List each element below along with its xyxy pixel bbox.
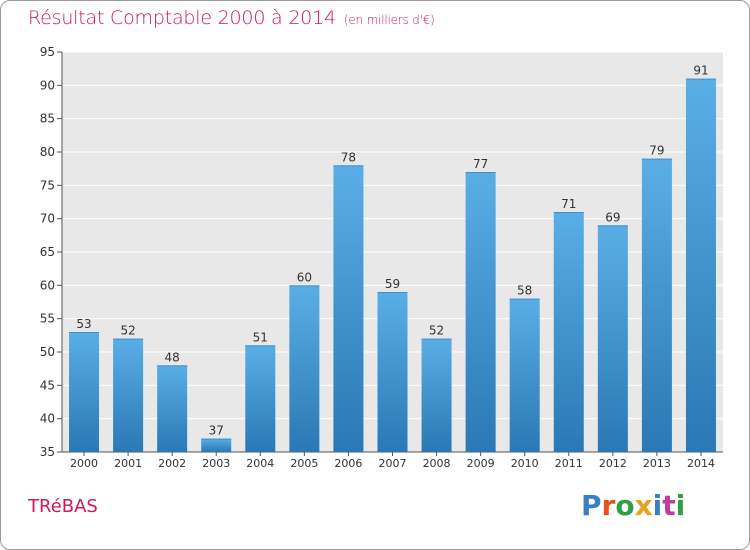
- x-tick-label: 2007: [379, 457, 407, 470]
- y-tick-label: 90: [40, 78, 55, 92]
- y-tick-label: 95: [40, 45, 55, 59]
- data-label: 53: [76, 317, 91, 331]
- x-tick-label: 2000: [70, 457, 98, 470]
- y-tick-label: 65: [40, 245, 55, 259]
- logo-letter: i: [675, 489, 686, 522]
- data-label: 51: [253, 330, 268, 344]
- x-tick-label: 2014: [687, 457, 715, 470]
- y-tick-label: 60: [40, 278, 55, 292]
- logo-letter: t: [662, 489, 676, 522]
- logo-letter: r: [601, 489, 616, 522]
- logo-letter: i: [652, 489, 663, 522]
- bar: [201, 438, 232, 452]
- bar: [685, 78, 716, 453]
- x-tick-label: 2013: [643, 457, 671, 470]
- bar: [553, 212, 584, 452]
- x-tick-label: 2009: [467, 457, 495, 470]
- bar: [157, 365, 188, 452]
- data-label: 69: [605, 210, 620, 224]
- bar: [333, 165, 364, 453]
- y-tick-label: 75: [40, 178, 55, 192]
- data-label: 79: [649, 144, 664, 158]
- x-tick-label: 2001: [114, 457, 142, 470]
- data-label: 37: [209, 424, 224, 438]
- y-tick-label: 40: [40, 412, 55, 426]
- y-tick-label: 80: [40, 145, 55, 159]
- data-label: 77: [473, 157, 488, 171]
- bar: [421, 338, 452, 452]
- x-tick-label: 2011: [555, 457, 583, 470]
- y-tick-label: 70: [40, 212, 55, 226]
- proxiti-logo: Proxiti: [581, 489, 685, 522]
- x-tick-label: 2012: [599, 457, 627, 470]
- chart-title-text: Résultat Comptable 2000 à 2014: [28, 7, 336, 29]
- bar: [597, 225, 628, 452]
- chart-title: Résultat Comptable 2000 à 2014 (en millie…: [28, 7, 435, 29]
- chart-unit: (en milliers d'€): [343, 13, 435, 27]
- x-tick-label: 2008: [423, 457, 451, 470]
- x-tick-label: 2006: [334, 457, 362, 470]
- data-label: 91: [693, 64, 708, 78]
- data-label: 58: [517, 284, 532, 298]
- y-tick-label: 55: [40, 312, 55, 326]
- x-tick-label: 2002: [158, 457, 186, 470]
- y-tick-label: 35: [40, 445, 55, 459]
- data-label: 48: [165, 350, 180, 364]
- bar: [69, 332, 100, 452]
- bar: [641, 158, 672, 452]
- commune-name: TRéBAS: [28, 496, 98, 517]
- logo-letter: o: [615, 489, 635, 522]
- data-label: 60: [297, 270, 312, 284]
- bar: [509, 298, 540, 452]
- logo-letter: x: [634, 489, 653, 522]
- bar: [289, 285, 320, 452]
- bar: [113, 338, 144, 452]
- y-tick-label: 45: [40, 378, 55, 392]
- bar: [465, 172, 496, 452]
- x-tick-label: 2005: [290, 457, 318, 470]
- y-tick-label: 50: [40, 345, 55, 359]
- x-tick-label: 2003: [202, 457, 230, 470]
- data-label: 78: [341, 150, 356, 164]
- x-tick-label: 2010: [511, 457, 539, 470]
- data-label: 52: [120, 324, 135, 338]
- logo-letter: P: [581, 489, 602, 522]
- y-tick-label: 85: [40, 112, 55, 126]
- data-label: 52: [429, 324, 444, 338]
- bar: [245, 345, 276, 452]
- bar: [377, 292, 408, 452]
- data-label: 71: [561, 197, 576, 211]
- x-tick-label: 2004: [246, 457, 274, 470]
- data-label: 59: [385, 277, 400, 291]
